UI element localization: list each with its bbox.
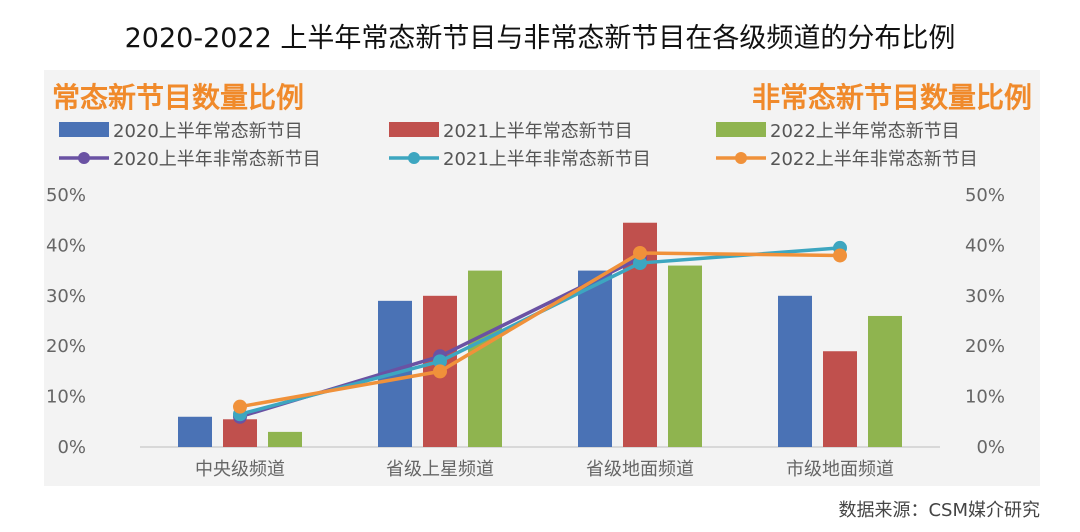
- legend-swatch-2020上半年常态新节目: [59, 122, 109, 137]
- y-tick-label-right: 40%: [965, 235, 1005, 256]
- y-tick-label-right: 50%: [965, 185, 1005, 206]
- point-2022上半年非常态新节目-3: [833, 248, 847, 263]
- legend-label: 2022上半年常态新节目: [770, 121, 960, 142]
- y-axis-left: 0% 10% 20% 30% 40% 50%: [46, 185, 86, 458]
- bar-2022上半年常态新节目-1: [468, 270, 502, 447]
- y-tick-label-right: 10%: [965, 387, 1005, 408]
- legend-marker-2020上半年非常态新节目: [78, 152, 90, 164]
- y-tick-label-left: 40%: [46, 235, 86, 256]
- bar-2021上半年常态新节目-0: [223, 419, 257, 447]
- combo-chart: 常态新节目数量比例 非常态新节目数量比例 2020上半年常态新节目 2021上半年…: [46, 81, 1032, 480]
- y-tick-label-left: 10%: [46, 387, 86, 408]
- chart-panel: 常态新节目数量比例 非常态新节目数量比例 2020上半年常态新节目 2021上半年…: [44, 70, 1040, 486]
- bar-2021上半年常态新节目-3: [823, 351, 857, 447]
- left-axis-heading: 常态新节目数量比例: [52, 81, 304, 114]
- legend-marker-2022上半年非常态新节目: [735, 152, 747, 164]
- x-tick-label: 省级地面频道: [586, 459, 694, 480]
- legend-label: 2022上半年非常态新节目: [770, 149, 978, 170]
- bar-2022上半年常态新节目-3: [868, 315, 902, 447]
- legend-label: 2020上半年非常态新节目: [113, 149, 321, 170]
- point-2022上半年非常态新节目-0: [233, 399, 247, 414]
- lines: [233, 240, 847, 424]
- bars: [178, 222, 902, 447]
- bar-2020上半年常态新节目-3: [778, 295, 812, 447]
- line-2022上半年非常态新节目: [239, 251, 841, 409]
- x-axis: 中央级频道 省级上星频道 省级地面频道 市级地面频道: [195, 459, 894, 480]
- x-tick-label: 市级地面频道: [786, 459, 894, 480]
- source-note: 数据来源：CSM媒介研究: [838, 500, 1040, 521]
- point-2021上半年非常态新节目-2: [633, 256, 647, 271]
- right-axis-heading: 非常态新节目数量比例: [752, 81, 1032, 114]
- page-title: 2020-2022 上半年常态新节目与非常态新节目在各级频道的分布比例: [124, 23, 956, 54]
- bar-2020上半年常态新节目-0: [178, 416, 212, 447]
- point-2022上半年非常态新节目-2: [633, 245, 647, 260]
- y-tick-label-right: 20%: [965, 336, 1005, 357]
- legend-label: 2021上半年非常态新节目: [443, 149, 651, 170]
- y-axis-right: 0% 10% 20% 30% 40% 50%: [965, 185, 1005, 458]
- y-tick-label-right: 30%: [965, 286, 1005, 307]
- bar-2022上半年常态新节目-0: [268, 431, 302, 447]
- legend-label: 2021上半年常态新节目: [443, 121, 633, 142]
- x-tick-label: 中央级频道: [195, 459, 285, 480]
- bar-2020上半年常态新节目-2: [578, 270, 612, 447]
- legend-swatch-2022上半年常态新节目: [716, 122, 766, 137]
- y-tick-label-left: 50%: [46, 185, 86, 206]
- legend-label: 2020上半年常态新节目: [113, 121, 303, 142]
- y-tick-label-left: 0%: [57, 437, 86, 458]
- point-2021上半年非常态新节目-1: [433, 354, 447, 369]
- legend-swatch-2021上半年常态新节目: [389, 122, 439, 137]
- y-tick-label-left: 30%: [46, 286, 86, 307]
- legend: 2020上半年常态新节目 2021上半年常态新节目 2022上半年常态新节目 2020…: [59, 121, 978, 170]
- point-2022上半年非常态新节目-1: [433, 364, 447, 379]
- legend-marker-2021上半年非常态新节目: [408, 152, 420, 164]
- y-tick-label-right: 0%: [976, 437, 1005, 458]
- x-tick-label: 省级上星频道: [386, 459, 494, 480]
- bar-2022上半年常态新节目-2: [668, 265, 702, 447]
- y-tick-label-left: 20%: [46, 336, 86, 357]
